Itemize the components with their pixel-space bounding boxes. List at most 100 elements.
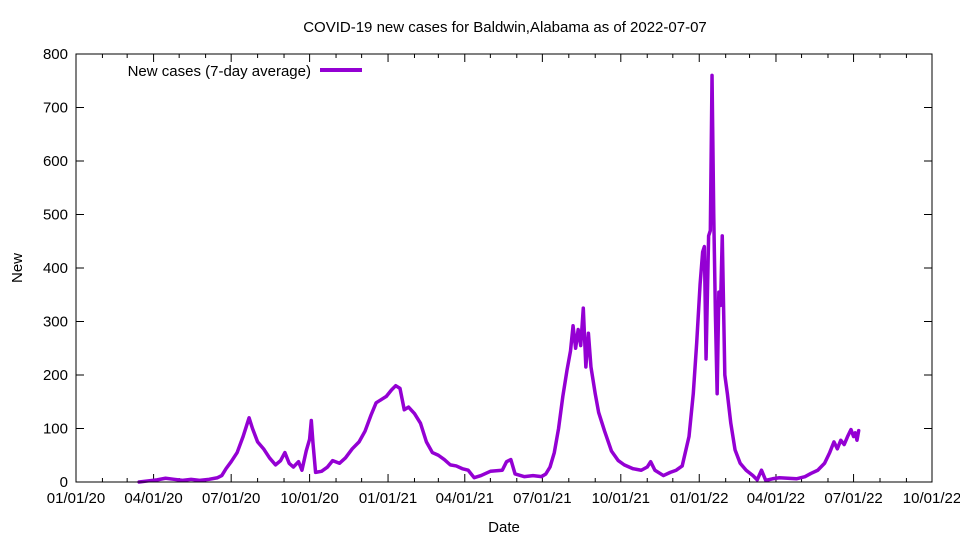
- series-point: [675, 469, 677, 471]
- y-tick-label: 300: [43, 314, 68, 331]
- series-point: [817, 469, 819, 471]
- series-point: [310, 419, 312, 422]
- series-point: [795, 478, 798, 480]
- series-point: [833, 441, 835, 443]
- series-point: [251, 427, 254, 430]
- series-point: [173, 478, 175, 480]
- series-point: [248, 417, 250, 419]
- series-point: [696, 342, 698, 344]
- series-point: [242, 435, 244, 438]
- series-point: [385, 395, 387, 397]
- series-point: [221, 474, 223, 477]
- series-point: [640, 469, 642, 471]
- series-point: [455, 465, 457, 467]
- series-point: [721, 235, 723, 237]
- series-point: [585, 366, 587, 368]
- series-point: [467, 469, 469, 471]
- series-point: [540, 476, 543, 478]
- x-tick-label: 04/01/22: [747, 490, 805, 507]
- chart-title: COVID-19 new cases for Baldwin,Alabama a…: [303, 19, 707, 36]
- series-point: [419, 422, 422, 424]
- series-point: [681, 465, 683, 467]
- series-point: [399, 387, 401, 389]
- series-point: [632, 468, 634, 470]
- series-layer: [137, 73, 861, 484]
- x-tick-label: 07/01/20: [202, 490, 260, 507]
- series-point: [730, 422, 732, 424]
- series-point: [702, 251, 704, 253]
- series-point: [575, 347, 577, 349]
- series-point: [662, 474, 665, 477]
- series-point: [854, 432, 856, 434]
- series-point: [745, 469, 747, 471]
- series-point: [562, 395, 564, 397]
- series-point: [617, 460, 619, 462]
- series-point: [577, 328, 579, 331]
- series-point: [590, 366, 592, 368]
- series-point: [190, 478, 192, 480]
- series-point: [858, 430, 860, 432]
- series-point: [756, 479, 758, 481]
- series-point: [734, 449, 736, 451]
- series-point: [480, 474, 482, 477]
- series-point: [654, 469, 656, 471]
- series-point: [292, 466, 295, 468]
- series-point: [836, 448, 838, 450]
- x-tick-label: 04/01/20: [124, 490, 182, 507]
- series-point: [716, 393, 718, 395]
- x-tick-label: 10/01/21: [592, 490, 650, 507]
- series-point: [650, 461, 652, 463]
- series-point: [718, 291, 720, 293]
- series-point: [230, 461, 232, 463]
- series-point: [604, 430, 606, 432]
- series-point: [364, 430, 366, 432]
- series-point: [709, 229, 711, 232]
- series-point: [505, 461, 508, 463]
- series-point: [305, 450, 307, 452]
- legend-label: New cases (7-day average): [128, 63, 311, 80]
- y-tick-label: 0: [60, 474, 68, 491]
- series-point: [312, 442, 314, 445]
- y-tick-label: 200: [43, 367, 68, 384]
- x-axis-ticks: 01/01/20 04/01/20 07/01/20 10/01/20 01/01/21…: [47, 54, 960, 507]
- y-tick-label: 400: [43, 260, 68, 277]
- series-point: [829, 451, 831, 454]
- series-point: [688, 435, 690, 438]
- series-point: [395, 385, 397, 387]
- series-point: [553, 451, 555, 454]
- series-point: [669, 471, 671, 473]
- series-point: [449, 464, 451, 466]
- series-point: [403, 409, 405, 411]
- series-point: [705, 358, 707, 360]
- series-point: [843, 443, 845, 446]
- series-point: [199, 479, 201, 481]
- series-point: [714, 315, 717, 317]
- x-tick-label: 10/01/20: [280, 490, 338, 507]
- series-point: [708, 235, 710, 237]
- series-point: [752, 474, 754, 477]
- series-point: [413, 412, 416, 415]
- series-point: [856, 439, 858, 441]
- series-point: [309, 438, 311, 440]
- series-point: [375, 402, 377, 404]
- series-point: [489, 470, 491, 472]
- x-axis-label: Date: [488, 519, 520, 536]
- series-point: [326, 466, 329, 468]
- series-point: [268, 457, 271, 459]
- series-point: [523, 476, 526, 478]
- series-point: [501, 469, 503, 471]
- y-tick-label: 700: [43, 100, 68, 117]
- series-point: [699, 283, 701, 285]
- series-point: [692, 393, 694, 395]
- series-point: [164, 477, 167, 479]
- series-point: [765, 479, 767, 481]
- y-axis-label: New: [9, 253, 26, 283]
- series-point: [846, 435, 849, 438]
- series-point: [425, 441, 428, 443]
- series-point: [181, 479, 184, 481]
- y-axis-ticks: 0 100 200 300 400 500 600 700 800: [43, 46, 932, 491]
- series-point: [771, 478, 774, 480]
- series-point: [437, 454, 439, 456]
- series-point: [719, 304, 722, 307]
- series-point: [332, 460, 334, 462]
